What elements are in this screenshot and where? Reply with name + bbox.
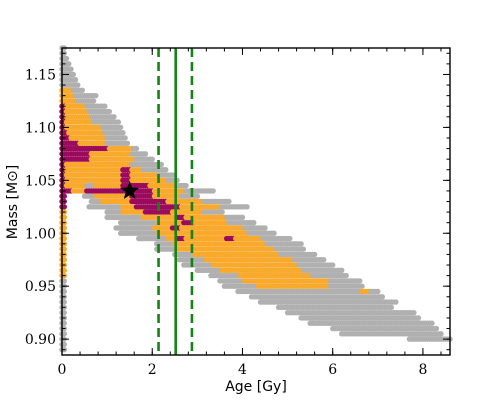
grey-point — [75, 82, 81, 88]
grey-point — [244, 204, 250, 210]
grey-point — [300, 246, 307, 252]
grey-point — [63, 55, 70, 62]
grey-point — [72, 77, 79, 83]
purple-point — [61, 204, 67, 210]
grey-point — [158, 161, 164, 168]
y-tick-label: 0.95 — [25, 279, 56, 295]
grey-point — [226, 198, 232, 205]
grey-point — [61, 299, 67, 305]
orange-point — [61, 246, 67, 252]
grey-point — [194, 193, 201, 199]
x-tick-label: 8 — [418, 362, 427, 378]
grey-point — [68, 66, 74, 72]
plot-frame — [61, 47, 451, 356]
grey-point — [66, 61, 72, 67]
x-tick-label: 2 — [148, 362, 157, 378]
x-tick-label: 4 — [238, 362, 247, 378]
grey-point — [61, 331, 67, 337]
grey-point — [415, 315, 422, 321]
grey-point — [433, 325, 440, 332]
grey-point — [359, 283, 365, 289]
grey-point — [133, 145, 140, 152]
orange-point — [61, 267, 67, 274]
grey-point — [411, 309, 417, 316]
grey-point — [210, 188, 216, 194]
grey-point — [379, 294, 386, 300]
grey-point — [219, 209, 225, 215]
y-tick-label: 1.10 — [25, 120, 56, 136]
grey-point — [149, 156, 155, 162]
grey-point — [122, 135, 128, 141]
scatter-points — [59, 45, 453, 353]
y-tick-label: 1.00 — [25, 226, 56, 242]
grey-point — [330, 262, 336, 268]
y-tick-label: 1.15 — [25, 67, 56, 83]
grey-point — [111, 114, 117, 120]
grey-point — [90, 98, 97, 104]
grey-point — [70, 71, 76, 78]
grey-point — [106, 108, 113, 115]
grey-point — [339, 267, 345, 274]
y-tick-label: 1.05 — [25, 173, 56, 189]
grey-point — [169, 172, 176, 178]
grey-point — [311, 251, 318, 258]
grey-point — [438, 331, 444, 337]
star-marker — [120, 180, 140, 199]
grey-point — [251, 219, 257, 226]
grey-point — [115, 119, 122, 125]
y-tick-label: 0.90 — [25, 332, 56, 348]
grey-point — [239, 214, 246, 221]
grey-point — [117, 124, 124, 131]
grey-point — [375, 288, 381, 295]
grey-point — [287, 235, 293, 242]
x-tick-label: 0 — [58, 362, 67, 378]
grey-point — [124, 140, 131, 146]
grey-point — [271, 230, 277, 236]
grey-point — [393, 299, 399, 305]
orange-point — [61, 235, 67, 242]
orange-point — [61, 257, 67, 263]
grey-point — [79, 87, 86, 94]
grey-point — [61, 320, 67, 326]
grey-point — [61, 288, 67, 295]
grey-point — [61, 309, 67, 316]
y-axis-label: Mass [M⊙] — [5, 165, 21, 239]
grey-point — [298, 241, 304, 247]
grey-point — [357, 278, 363, 284]
grey-point — [388, 304, 395, 311]
purple-point — [61, 193, 67, 199]
grey-point — [120, 129, 126, 136]
grey-point — [61, 278, 67, 284]
x-axis-label: Age [Gy] — [225, 379, 287, 395]
grey-point — [142, 151, 149, 157]
vertical-lines — [157, 48, 194, 355]
orange-point — [61, 225, 67, 231]
grey-point — [93, 92, 99, 99]
star-marker-layer — [120, 180, 140, 199]
grey-point — [102, 103, 108, 109]
grey-point — [61, 341, 67, 348]
grey-point — [262, 225, 268, 231]
grey-point — [163, 167, 169, 173]
grey-point — [429, 320, 435, 326]
grey-point — [343, 272, 349, 279]
grey-point — [183, 182, 189, 189]
orange-point — [61, 214, 67, 221]
x-tick-label: 6 — [328, 362, 337, 378]
grey-point — [320, 257, 327, 263]
